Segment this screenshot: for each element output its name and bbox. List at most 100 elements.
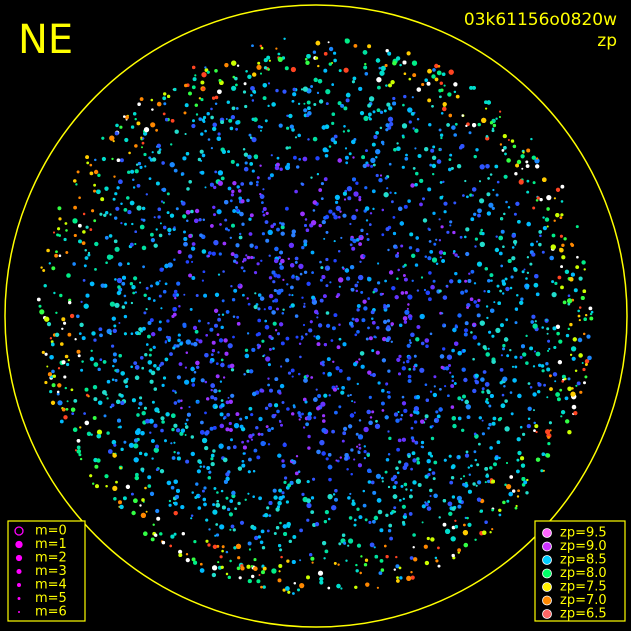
star — [513, 212, 517, 216]
star — [505, 318, 509, 322]
star — [186, 187, 190, 191]
star — [203, 502, 207, 507]
star — [584, 359, 590, 364]
star — [162, 289, 167, 294]
star — [427, 227, 430, 230]
star — [263, 308, 266, 311]
star — [425, 502, 429, 507]
star — [514, 307, 519, 311]
star — [334, 410, 338, 415]
star — [370, 373, 373, 377]
star — [123, 115, 126, 118]
star — [335, 385, 338, 388]
star — [544, 217, 550, 222]
star — [514, 365, 518, 369]
star — [535, 199, 539, 202]
star — [474, 373, 479, 378]
star — [181, 201, 186, 206]
star — [325, 284, 329, 288]
star — [312, 209, 316, 212]
star — [248, 457, 252, 462]
star — [430, 537, 435, 542]
star — [297, 411, 301, 415]
star — [438, 218, 441, 221]
star — [356, 543, 362, 548]
star — [349, 413, 355, 418]
star — [248, 406, 253, 411]
star — [539, 234, 542, 238]
star — [466, 516, 469, 520]
star — [202, 437, 208, 444]
star — [173, 501, 178, 506]
star — [559, 234, 563, 238]
star — [352, 177, 356, 182]
star — [89, 356, 95, 362]
star — [452, 327, 457, 333]
star — [183, 111, 187, 115]
star — [303, 397, 307, 402]
star — [251, 347, 256, 352]
star — [526, 271, 530, 274]
star — [303, 426, 306, 429]
star — [477, 298, 481, 302]
star — [575, 384, 578, 387]
star — [170, 485, 175, 490]
star — [385, 49, 389, 53]
star — [461, 367, 466, 372]
star — [448, 113, 452, 118]
star — [181, 532, 185, 536]
zp-swatch — [542, 582, 552, 592]
star — [281, 495, 285, 499]
star — [415, 395, 420, 400]
star — [515, 201, 520, 206]
star — [376, 108, 381, 112]
star — [198, 319, 201, 323]
star — [452, 423, 457, 429]
star — [362, 503, 367, 508]
star — [175, 494, 179, 499]
star — [446, 285, 449, 288]
star — [170, 534, 175, 539]
star — [278, 391, 282, 395]
star — [92, 482, 95, 485]
star — [93, 397, 98, 402]
star — [209, 327, 214, 332]
star — [316, 449, 321, 455]
star — [145, 286, 149, 290]
star — [89, 228, 93, 231]
star — [305, 60, 310, 65]
star — [424, 383, 428, 387]
star — [409, 413, 413, 417]
star — [139, 396, 143, 400]
star — [500, 403, 506, 409]
star — [451, 125, 456, 130]
star — [118, 393, 122, 397]
star — [570, 391, 576, 397]
star — [344, 268, 350, 273]
star — [133, 276, 138, 281]
star — [454, 519, 457, 522]
star — [215, 533, 220, 537]
star — [443, 458, 447, 462]
star — [406, 307, 409, 310]
star — [114, 369, 117, 372]
star — [415, 236, 419, 240]
star — [207, 254, 210, 258]
star — [64, 222, 68, 225]
star — [192, 65, 196, 70]
star — [400, 291, 405, 295]
star — [516, 159, 522, 165]
star — [305, 422, 309, 427]
star — [185, 210, 191, 215]
star — [191, 242, 196, 246]
star — [84, 387, 89, 392]
star — [464, 516, 467, 520]
star — [190, 342, 194, 346]
star — [398, 460, 402, 464]
star — [56, 233, 59, 237]
star — [357, 276, 361, 279]
star — [317, 79, 323, 84]
star — [410, 489, 413, 492]
star — [333, 214, 338, 220]
star — [451, 525, 456, 530]
